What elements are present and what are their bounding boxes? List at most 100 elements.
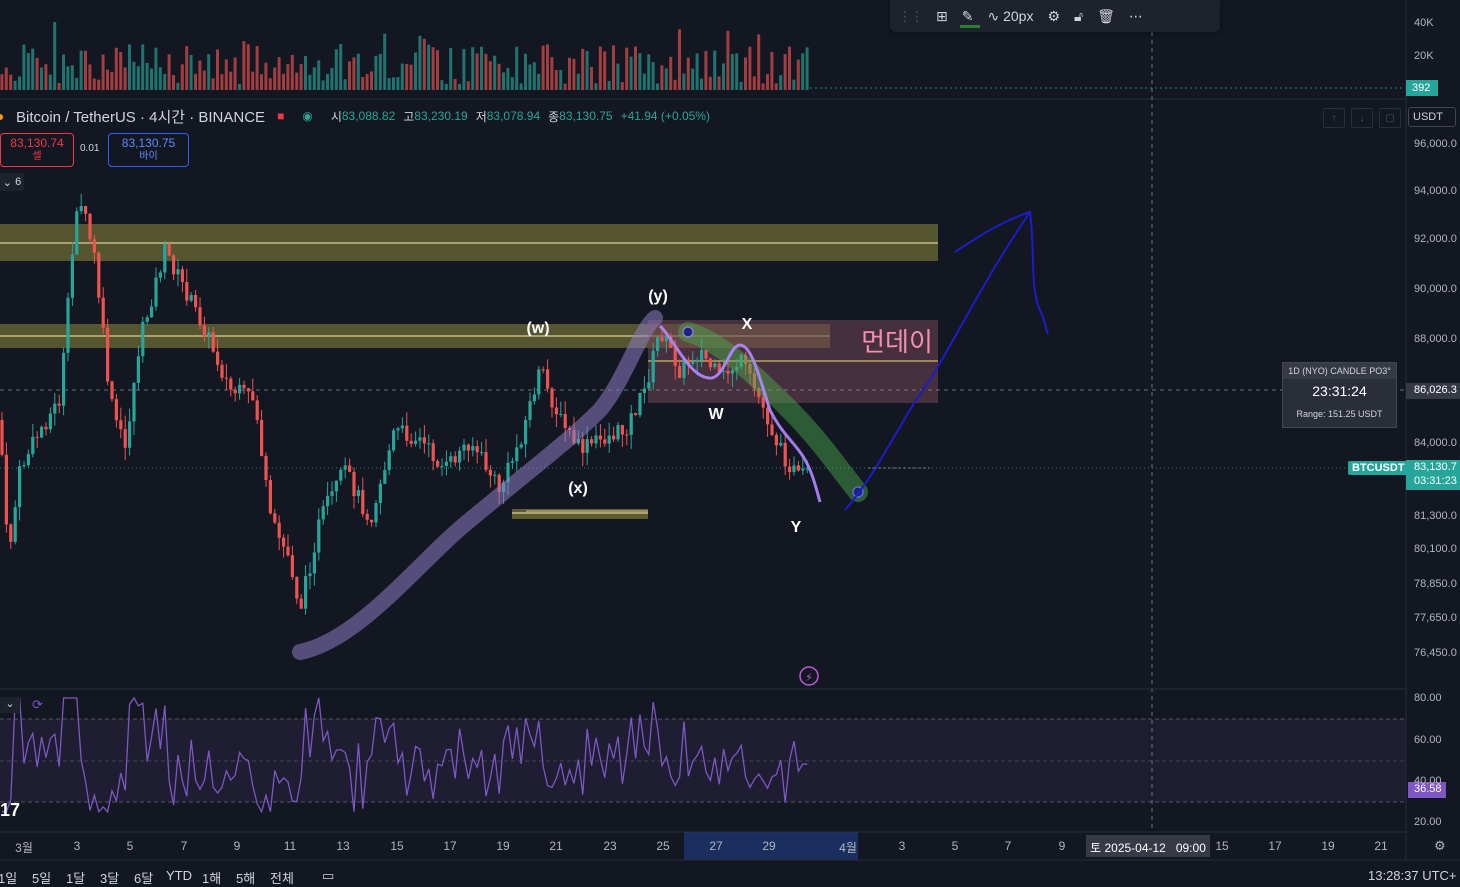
close-label: 종 — [548, 109, 560, 124]
candle-body — [704, 349, 708, 359]
volume-bar — [233, 57, 237, 90]
currency-select[interactable]: USDT — [1408, 107, 1456, 127]
range-1d[interactable]: 1일 — [0, 871, 18, 886]
crosshair-price-label: 86,026.3 — [1414, 384, 1457, 396]
range-1m[interactable]: 1달 — [66, 871, 86, 886]
range-3m[interactable]: 3달 — [100, 871, 120, 886]
volume-bar — [660, 65, 664, 90]
candle-body — [150, 306, 154, 318]
clock-label[interactable]: 13:28:37 UTC+ — [1368, 868, 1457, 883]
candle-body — [114, 399, 118, 421]
axis-settings-icon[interactable]: ⚙ — [1434, 838, 1446, 853]
volume-bar — [348, 61, 351, 90]
candle-body — [44, 426, 48, 430]
volume-bar — [515, 46, 519, 90]
monday-label[interactable]: 먼데이 — [861, 327, 933, 357]
symbol-title[interactable]: Bitcoin / TetherUS · 4시간 · BINANCE — [16, 108, 266, 126]
rsi-collapse-button[interactable]: ⌄ — [0, 697, 20, 713]
wave-label-W[interactable]: W — [708, 406, 724, 423]
indicators-toggle[interactable]: ⌄ 6 — [0, 173, 24, 191]
range-6m[interactable]: 6달 — [134, 871, 154, 886]
more-icon[interactable]: ⋯ — [1128, 7, 1143, 24]
candle-body — [356, 490, 360, 497]
calendar-icon[interactable]: ▭ — [322, 868, 335, 883]
volume-axis-label: 20K — [1414, 50, 1434, 62]
time-axis-label: 13 — [336, 839, 350, 853]
time-axis-label: 21 — [1374, 839, 1388, 853]
wave-label-X[interactable]: X — [741, 316, 753, 333]
candle-body — [282, 537, 286, 547]
time-axis-label: 7 — [1004, 839, 1012, 853]
volume-bar — [304, 55, 307, 90]
time-axis-label: 23 — [603, 839, 617, 853]
wave-label-x-paren[interactable]: (x) — [568, 480, 588, 497]
candle-body — [361, 490, 365, 515]
candle-body — [700, 349, 704, 361]
candle-body — [770, 424, 774, 435]
volume-bar — [290, 54, 294, 90]
wave-label-y-paren[interactable]: (y) — [648, 288, 668, 305]
candle-body — [788, 466, 792, 473]
candle-body — [352, 471, 356, 497]
settings-icon[interactable]: ⚙ — [1047, 7, 1061, 24]
buy-button[interactable]: 83,130.75 바이 — [108, 133, 189, 167]
candle-body — [348, 465, 352, 472]
volume-bar — [427, 44, 431, 90]
candle-body — [308, 573, 312, 577]
range-1y[interactable]: 1해 — [202, 871, 222, 886]
candle-body — [585, 439, 589, 453]
drag-handle-icon[interactable]: ⋮⋮ — [898, 7, 924, 24]
range-ytd[interactable]: YTD — [166, 868, 192, 883]
candle-body — [598, 435, 602, 440]
volume-bar — [695, 53, 699, 90]
candle-info-box[interactable]: 1D (NYO) CANDLE PO3° 23:31:24 Range: 151… — [1282, 362, 1397, 428]
scroll-down-button[interactable]: ↓ — [1351, 108, 1373, 128]
line-width-button[interactable]: ∿ 20px — [987, 2, 1033, 30]
volume-bar — [678, 29, 681, 90]
volume-bar — [449, 47, 453, 90]
volume-bar — [414, 52, 417, 90]
candle-body — [607, 435, 611, 444]
volume-bar — [634, 46, 637, 90]
range-5y[interactable]: 5해 — [236, 871, 256, 886]
candle-body — [409, 440, 413, 444]
lock-icon[interactable]: 🔓︎ — [1074, 7, 1084, 24]
maximize-button[interactable]: ▢ — [1379, 108, 1401, 128]
wave-label-Y[interactable]: Y — [790, 519, 802, 536]
volume-bar — [576, 73, 580, 90]
candle-body — [528, 401, 532, 420]
candle-body — [233, 389, 237, 394]
scroll-up-button[interactable]: ↑ — [1323, 108, 1345, 128]
candle-body — [616, 425, 620, 440]
candle-body — [453, 456, 457, 463]
volume-bar — [669, 56, 673, 90]
candle-body — [634, 413, 638, 416]
volume-bar — [308, 74, 312, 90]
candle-body — [207, 332, 211, 338]
volume-bar — [321, 80, 325, 90]
sell-button[interactable]: 83,130.74 셀 — [0, 133, 74, 167]
chevron-down-icon: ⌄ — [2, 176, 16, 189]
wave-label-w-paren[interactable]: (w) — [526, 320, 550, 337]
grid-icon[interactable]: ⊞ — [936, 7, 948, 24]
trash-icon[interactable]: 🗑︎ — [1097, 7, 1115, 24]
candle-body — [471, 446, 475, 451]
buy-price: 83,130.75 — [121, 136, 176, 150]
time-range-highlight — [684, 832, 858, 860]
volume-bar — [572, 58, 576, 90]
volume-bar — [176, 82, 180, 90]
pencil-icon[interactable]: ✎ — [961, 7, 974, 24]
volume-bar — [664, 68, 668, 90]
candle-body — [796, 465, 800, 471]
rsi-sync-icon[interactable]: ⟳ — [32, 697, 43, 712]
range-5d[interactable]: 5일 — [32, 871, 52, 886]
price-axis-label: 80,100.0 — [1414, 543, 1457, 555]
candle-body — [268, 480, 272, 514]
volume-bar — [537, 73, 541, 90]
candle-body — [101, 297, 105, 328]
maximize-icon: ▢ — [1385, 112, 1395, 124]
volume-bar — [167, 54, 171, 90]
volume-bar — [708, 76, 712, 90]
range-all[interactable]: 전체 — [270, 871, 294, 886]
